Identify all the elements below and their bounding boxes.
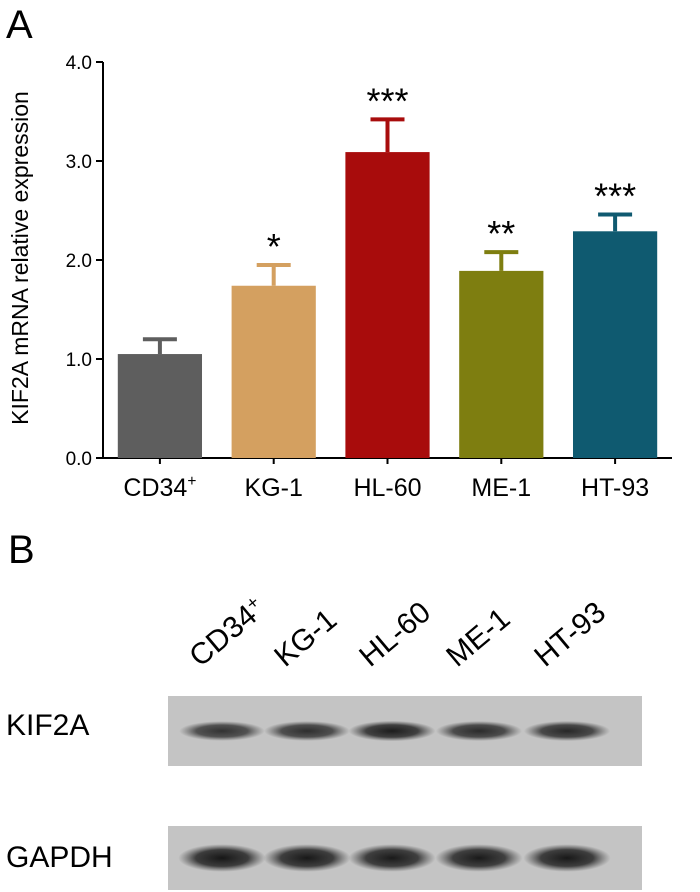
y-axis-title: KIF2A mRNA relative expression bbox=[7, 91, 33, 425]
blot-band bbox=[263, 844, 351, 872]
significance-labels: ********* bbox=[267, 80, 636, 267]
blot-band bbox=[435, 844, 523, 872]
blot-rows: KIF2A GAPDH bbox=[6, 696, 642, 890]
significance-label: ** bbox=[487, 213, 515, 254]
x-tick-label: KG-1 bbox=[245, 474, 303, 502]
bar-chart: KIF2A mRNA relative expression 0.0 1.0 2.0… bbox=[7, 53, 672, 502]
lane-label: CD34+ bbox=[183, 591, 272, 673]
blot-band bbox=[523, 720, 611, 742]
bar bbox=[117, 354, 203, 458]
blot-row: GAPDH bbox=[6, 826, 642, 890]
error-bars bbox=[142, 117, 633, 355]
y-tick-label: 4.0 bbox=[66, 53, 92, 74]
x-tick-label: HL-60 bbox=[353, 474, 421, 502]
y-tick-label: 1.0 bbox=[66, 350, 92, 371]
y-axis: 0.0 1.0 2.0 3.0 4.0 bbox=[66, 53, 104, 470]
blot-row-label: KIF2A bbox=[6, 709, 89, 742]
x-axis bbox=[103, 457, 672, 464]
panel-b-letter: B bbox=[8, 528, 35, 572]
blot-row-label: GAPDH bbox=[6, 841, 113, 874]
bar bbox=[459, 270, 544, 458]
x-tick-label: HT-93 bbox=[581, 474, 649, 502]
significance-label: * bbox=[267, 226, 281, 267]
blot-band bbox=[348, 844, 436, 872]
blot-band bbox=[179, 721, 265, 741]
significance-label: *** bbox=[366, 80, 408, 121]
blot-band bbox=[348, 720, 436, 742]
blot-band bbox=[523, 844, 611, 872]
bar bbox=[231, 285, 316, 458]
blot-band bbox=[178, 844, 266, 872]
western-blot: CD34+KG-1 HL-60 ME-1 HT-93 KIF2A GAPDH bbox=[6, 591, 642, 890]
panel-a-letter: A bbox=[6, 3, 33, 47]
y-tick-label: 0.0 bbox=[66, 449, 92, 470]
lane-label: HT-93 bbox=[528, 596, 612, 674]
lane-label: ME-1 bbox=[440, 602, 516, 673]
lane-label: HL-60 bbox=[353, 596, 437, 674]
bars bbox=[117, 152, 658, 458]
bar bbox=[345, 152, 430, 458]
x-tick-label: CD34+ bbox=[123, 473, 196, 502]
category-labels: CD34+ KG-1 HL-60 ME-1 HT-93 bbox=[123, 473, 649, 502]
bar bbox=[572, 231, 658, 458]
x-tick-label: ME-1 bbox=[471, 474, 531, 502]
blot-band bbox=[264, 721, 350, 741]
lane-label: KG-1 bbox=[268, 603, 343, 673]
y-tick-label: 3.0 bbox=[66, 152, 92, 173]
blot-row: KIF2A bbox=[6, 696, 642, 766]
blot-band bbox=[435, 720, 523, 742]
significance-label: *** bbox=[594, 175, 636, 216]
y-tick-label: 2.0 bbox=[66, 251, 92, 272]
lane-labels: CD34+KG-1 HL-60 ME-1 HT-93 bbox=[183, 591, 612, 673]
